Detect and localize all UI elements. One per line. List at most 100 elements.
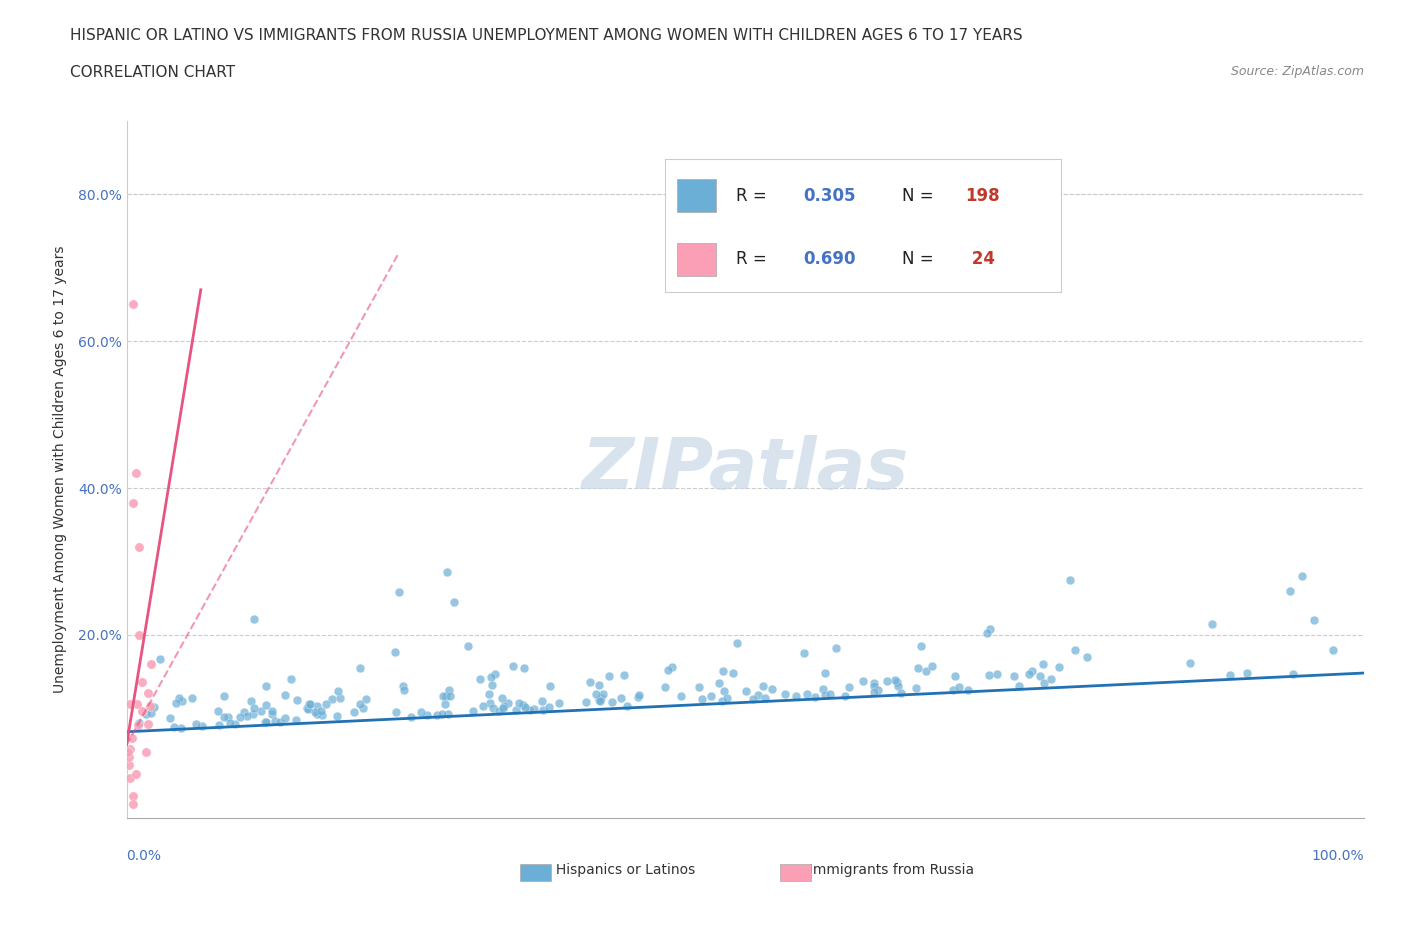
- Point: [233, 704, 256, 719]
- Point: [725, 635, 748, 650]
- Point: [1047, 659, 1070, 674]
- Text: ZIPatlas: ZIPatlas: [582, 435, 908, 504]
- Point: [904, 681, 927, 696]
- Point: [884, 672, 907, 687]
- Point: [1219, 668, 1241, 683]
- Point: [243, 701, 266, 716]
- Point: [242, 707, 264, 722]
- Point: [494, 698, 516, 713]
- Point: [838, 679, 860, 694]
- Point: [600, 695, 623, 710]
- Point: [688, 680, 710, 695]
- Point: [478, 686, 501, 701]
- Point: [943, 669, 966, 684]
- Point: [127, 697, 149, 711]
- Point: [512, 698, 534, 712]
- Point: [508, 696, 530, 711]
- Point: [734, 684, 756, 698]
- Point: [326, 684, 349, 698]
- Point: [610, 690, 633, 705]
- Point: [426, 708, 449, 723]
- Point: [329, 691, 352, 706]
- Point: [224, 717, 246, 732]
- Point: [117, 744, 139, 759]
- Point: [1059, 572, 1081, 587]
- Point: [399, 710, 422, 724]
- Point: [804, 690, 827, 705]
- Point: [274, 687, 297, 702]
- Point: [470, 671, 492, 686]
- Point: [208, 717, 231, 732]
- Point: [343, 704, 366, 719]
- Point: [254, 698, 277, 712]
- Point: [349, 697, 371, 711]
- Point: [538, 699, 561, 714]
- Point: [592, 687, 614, 702]
- Point: [472, 698, 495, 713]
- Point: [349, 660, 371, 675]
- Point: [139, 698, 162, 713]
- Point: [434, 697, 457, 711]
- Point: [309, 703, 332, 718]
- Point: [392, 683, 415, 698]
- Point: [311, 707, 333, 722]
- Point: [657, 663, 679, 678]
- Point: [159, 711, 181, 725]
- Point: [436, 565, 458, 580]
- Point: [1282, 666, 1305, 681]
- Point: [131, 704, 153, 719]
- Point: [354, 692, 377, 707]
- Point: [1236, 666, 1258, 681]
- Point: [986, 666, 1008, 681]
- Point: [131, 675, 153, 690]
- Point: [886, 675, 908, 690]
- Point: [921, 658, 943, 673]
- Point: [118, 750, 141, 764]
- Point: [127, 718, 149, 733]
- Point: [942, 683, 965, 698]
- Point: [254, 714, 277, 729]
- Point: [443, 594, 465, 609]
- Point: [321, 692, 343, 707]
- Point: [785, 688, 807, 703]
- Point: [796, 686, 818, 701]
- Point: [136, 686, 159, 701]
- Point: [479, 670, 502, 684]
- Point: [191, 719, 214, 734]
- Point: [513, 700, 536, 715]
- Point: [1021, 664, 1043, 679]
- Point: [502, 659, 524, 674]
- Point: [207, 703, 229, 718]
- Point: [814, 688, 837, 703]
- Text: Hispanics or Latinos: Hispanics or Latinos: [534, 863, 696, 877]
- Point: [716, 691, 738, 706]
- Text: Immigrants from Russia: Immigrants from Russia: [787, 863, 974, 877]
- Point: [218, 716, 240, 731]
- Point: [579, 675, 602, 690]
- Point: [834, 688, 856, 703]
- Point: [654, 680, 676, 695]
- Point: [128, 539, 150, 554]
- Text: 0.0%: 0.0%: [127, 849, 162, 863]
- Point: [627, 689, 650, 704]
- Point: [482, 701, 505, 716]
- Point: [505, 702, 527, 717]
- Point: [124, 766, 146, 781]
- Point: [432, 688, 454, 703]
- Point: [948, 680, 970, 695]
- Point: [120, 697, 142, 711]
- Point: [496, 696, 519, 711]
- Point: [481, 678, 503, 693]
- Point: [1201, 617, 1223, 631]
- Point: [298, 696, 321, 711]
- Point: [141, 706, 163, 721]
- Y-axis label: Unemployment Among Women with Children Ages 6 to 17 years: Unemployment Among Women with Children A…: [52, 246, 66, 694]
- Point: [661, 659, 683, 674]
- Point: [690, 692, 713, 707]
- Point: [141, 657, 163, 671]
- Point: [700, 689, 723, 704]
- Point: [863, 675, 886, 690]
- Point: [1002, 669, 1025, 684]
- Point: [1039, 671, 1062, 686]
- Point: [1032, 657, 1054, 671]
